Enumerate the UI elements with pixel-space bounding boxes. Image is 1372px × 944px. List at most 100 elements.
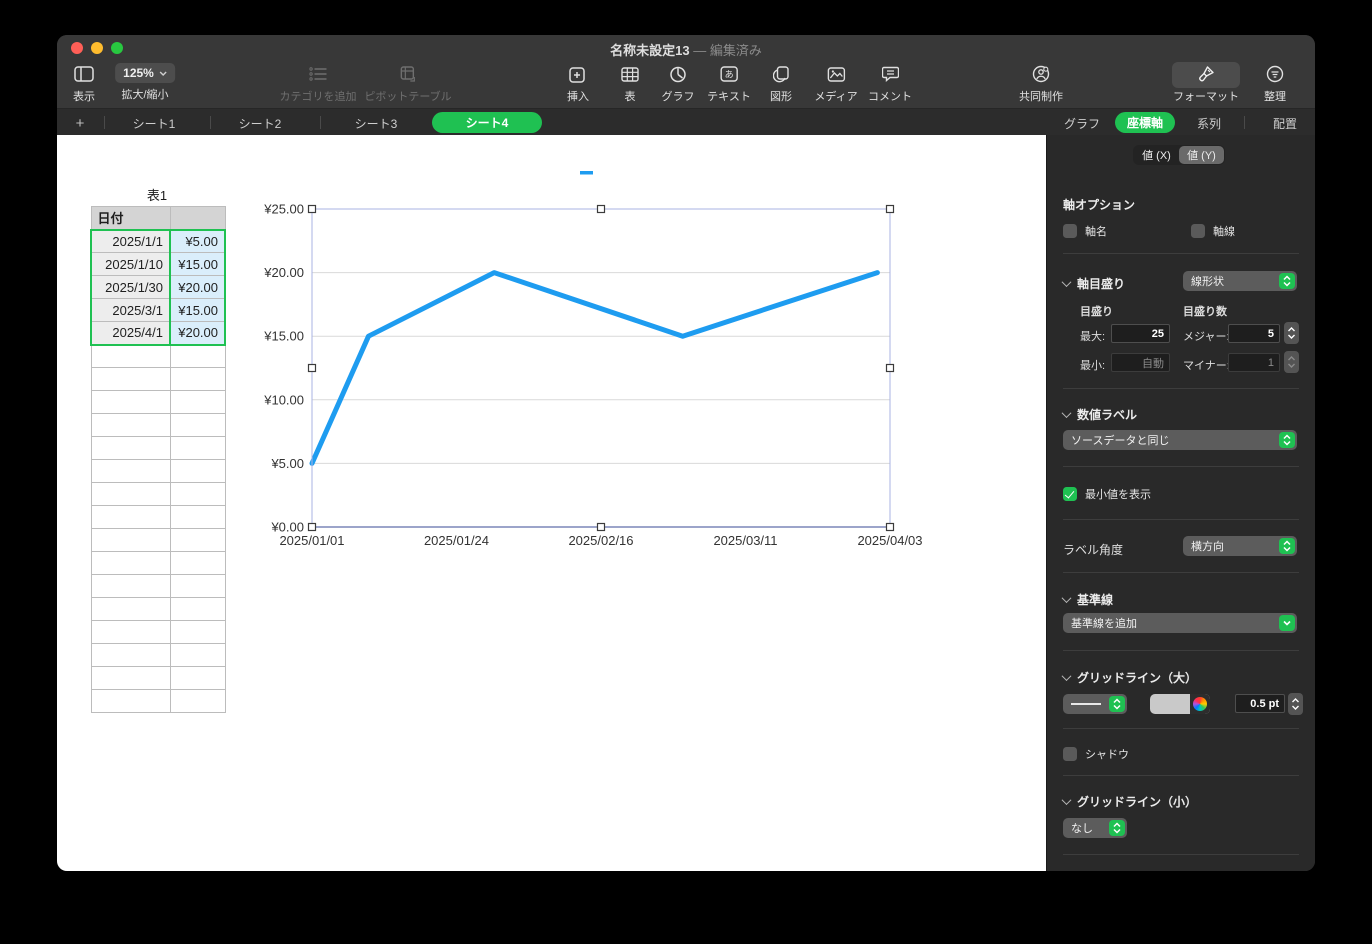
table-cell[interactable]: 日付: [90, 206, 171, 230]
table-cell[interactable]: 2025/1/30: [90, 275, 171, 299]
format-button[interactable]: フォーマット: [1173, 63, 1239, 104]
table-cell[interactable]: ¥5.00: [169, 228, 226, 253]
table-cell[interactable]: [169, 505, 226, 529]
close-window-button[interactable]: [71, 42, 83, 54]
chart-button[interactable]: グラフ: [662, 63, 695, 104]
table-cell[interactable]: [90, 436, 171, 460]
major-steps-stepper[interactable]: [1284, 322, 1299, 344]
table-cell[interactable]: [169, 643, 226, 667]
table-cell[interactable]: [169, 390, 226, 414]
segment-value-x[interactable]: 値 (X): [1142, 150, 1171, 162]
collaborate-button[interactable]: 共同制作: [1019, 63, 1063, 104]
axis-scale-type-select[interactable]: 線形状: [1183, 271, 1297, 291]
table-cell[interactable]: [169, 689, 226, 713]
table-cell[interactable]: [90, 367, 171, 391]
minor-steps-stepper[interactable]: [1284, 351, 1299, 373]
table-cell[interactable]: [169, 620, 226, 644]
table-cell[interactable]: [169, 528, 226, 552]
table-cell[interactable]: [90, 643, 171, 667]
axis-max-input[interactable]: 25: [1111, 324, 1170, 343]
value-label-format-select[interactable]: ソースデータと同じ: [1063, 430, 1297, 450]
show-min-value-checkbox[interactable]: 最小値を表示: [1063, 486, 1151, 502]
selection-handle[interactable]: [596, 204, 606, 214]
table-cell[interactable]: ¥15.00: [169, 298, 226, 322]
table-cell[interactable]: [169, 367, 226, 391]
shadow-checkbox[interactable]: シャドウ: [1063, 746, 1129, 762]
table-cell[interactable]: 2025/1/10: [90, 252, 171, 276]
selection-handle[interactable]: [307, 204, 317, 214]
sheet-tab-4-active[interactable]: シート4: [432, 112, 542, 133]
media-button[interactable]: メディア: [814, 63, 858, 104]
table-cell[interactable]: 2025/4/1: [90, 321, 171, 346]
table-cell[interactable]: [169, 574, 226, 598]
minor-steps-input[interactable]: 1: [1228, 353, 1280, 372]
checkbox-box[interactable]: [1063, 224, 1077, 238]
sheet-tab-3[interactable]: シート3: [354, 117, 398, 131]
inspector-tab-chart[interactable]: グラフ: [1063, 117, 1101, 131]
table-cell[interactable]: ¥15.00: [169, 252, 226, 276]
table-cell[interactable]: [169, 459, 226, 483]
table-cell[interactable]: [169, 413, 226, 437]
axis-min-input[interactable]: 自動: [1111, 353, 1170, 372]
shape-button[interactable]: 図形: [770, 63, 792, 104]
table-cell[interactable]: ¥20.00: [169, 321, 226, 346]
table-button[interactable]: 表: [621, 63, 639, 104]
table-cell[interactable]: [169, 206, 226, 230]
gridline-width-stepper[interactable]: [1288, 693, 1303, 715]
zoom-window-button[interactable]: [111, 42, 123, 54]
selection-handle[interactable]: [307, 363, 317, 373]
major-gridlines-header[interactable]: グリッドライン（大）: [1061, 669, 1197, 686]
table-title[interactable]: 表1: [146, 188, 168, 203]
table-cell[interactable]: [90, 505, 171, 529]
table-cell[interactable]: [169, 436, 226, 460]
sheet-tab-1[interactable]: シート1: [132, 117, 176, 131]
axis-line-checkbox[interactable]: 軸線: [1191, 223, 1235, 239]
table-cell[interactable]: [169, 551, 226, 575]
table-cell[interactable]: [90, 482, 171, 506]
inspector-tab-arrange[interactable]: 配置: [1272, 117, 1298, 131]
table-cell[interactable]: [90, 344, 171, 368]
gridline-width-input[interactable]: 0.5 pt: [1235, 694, 1285, 713]
add-reference-line-select[interactable]: 基準線を追加: [1063, 613, 1297, 633]
minimize-window-button[interactable]: [91, 42, 103, 54]
legend-key[interactable]: [580, 171, 593, 175]
table-cell[interactable]: [90, 666, 171, 690]
table-cell[interactable]: [169, 344, 226, 368]
table-cell[interactable]: [90, 574, 171, 598]
chart[interactable]: ¥0.00 ¥5.00 ¥10.00 ¥15.00 ¥20.00 ¥25.00 2025/0…: [257, 165, 937, 585]
checkbox-box[interactable]: [1063, 487, 1077, 501]
reference-lines-header[interactable]: 基準線: [1061, 591, 1113, 608]
table-cell[interactable]: [90, 390, 171, 414]
segment-value-y[interactable]: 値 (Y): [1179, 146, 1224, 164]
minor-gridline-select[interactable]: なし: [1063, 818, 1127, 838]
gridline-color-well[interactable]: [1150, 694, 1210, 714]
inspector-tab-series[interactable]: 系列: [1196, 117, 1222, 131]
sheet-canvas[interactable]: 表1 日付 2025/1/1 ¥5.00 2025/1/10 ¥15.00 2025/1/…: [57, 135, 1047, 871]
selection-handle[interactable]: [885, 204, 895, 214]
major-steps-input[interactable]: 5: [1228, 324, 1280, 343]
data-table[interactable]: 日付 2025/1/1 ¥5.00 2025/1/10 ¥15.00 2025/1/30 ¥…: [90, 206, 226, 713]
series-line[interactable]: [309, 270, 880, 466]
checkbox-box[interactable]: [1063, 747, 1077, 761]
axis-xy-segmented-control[interactable]: 値 (X) 値 (Y): [1133, 145, 1225, 165]
axis-scale-header[interactable]: 軸目盛り: [1061, 275, 1125, 292]
table-cell[interactable]: [169, 482, 226, 506]
table-cell[interactable]: 2025/1/1: [90, 228, 171, 253]
insert-button[interactable]: 挿入: [567, 63, 589, 104]
selection-handle[interactable]: [885, 363, 895, 373]
inspector-tab-axis-active[interactable]: 座標軸: [1115, 112, 1175, 133]
table-cell[interactable]: [90, 689, 171, 713]
sheet-tab-2[interactable]: シート2: [238, 117, 282, 131]
zoom-control[interactable]: 125% 拡大/縮小: [115, 63, 175, 102]
table-cell[interactable]: [90, 413, 171, 437]
table-cell[interactable]: 2025/3/1: [90, 298, 171, 322]
label-angle-select[interactable]: 横方向: [1183, 536, 1297, 556]
zoom-level-dropdown[interactable]: 125%: [115, 63, 175, 83]
add-sheet-button[interactable]: +: [75, 115, 85, 132]
table-cell[interactable]: [90, 620, 171, 644]
table-cell[interactable]: [90, 597, 171, 621]
selection-handle[interactable]: [885, 522, 895, 532]
table-cell[interactable]: ¥20.00: [169, 275, 226, 299]
selection-handle[interactable]: [596, 522, 606, 532]
gridline-style-select[interactable]: [1063, 694, 1127, 714]
